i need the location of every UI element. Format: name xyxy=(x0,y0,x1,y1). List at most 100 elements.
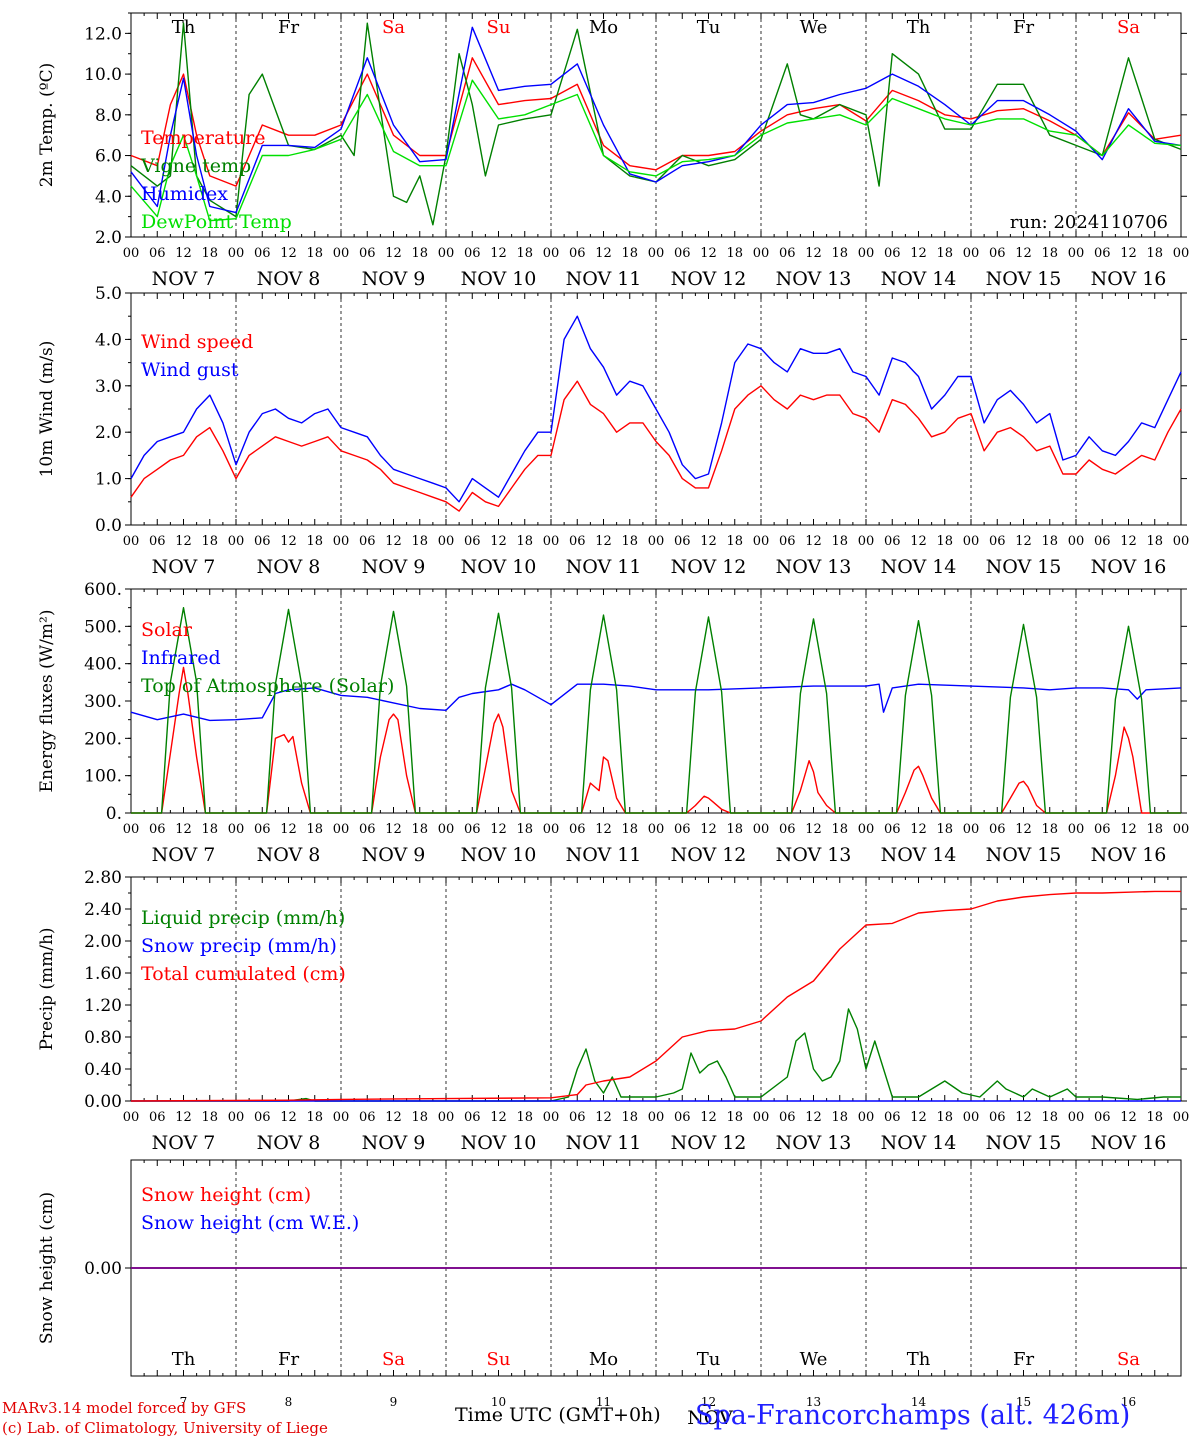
run-label: run: 2024110706 xyxy=(1010,212,1168,233)
day-number-label: 8 xyxy=(285,1395,293,1409)
hour-tick-label: 18 xyxy=(831,246,848,261)
y-axis-label: 2m Temp. (ºC) xyxy=(37,63,57,188)
series-line-2 xyxy=(130,315,1182,503)
hour-tick-label: 12 xyxy=(1015,534,1032,549)
hour-tick-label: 12 xyxy=(175,246,192,261)
hour-tick-label: 18 xyxy=(621,822,638,837)
hour-tick-label: 06 xyxy=(359,822,376,837)
y-tick-label: 200. xyxy=(84,729,122,749)
hour-tick-label: 00 xyxy=(648,822,665,837)
y-tick-label: 10.0 xyxy=(84,65,122,85)
hour-tick-label: 00 xyxy=(753,534,770,549)
hour-tick-label: 06 xyxy=(569,822,586,837)
hour-tick-label: 18 xyxy=(516,246,533,261)
date-label: NOV 10 xyxy=(461,556,537,578)
hour-tick-label: 18 xyxy=(411,822,428,837)
hour-tick-label: 06 xyxy=(674,1110,691,1125)
hour-tick-label: 06 xyxy=(569,1110,586,1125)
series-line-3 xyxy=(130,26,1182,214)
legend-entry: Wind speed xyxy=(141,331,253,353)
hour-tick-label: 06 xyxy=(989,1110,1006,1125)
hour-tick-label: 06 xyxy=(254,246,271,261)
day-abbr-label: We xyxy=(800,17,828,38)
hour-tick-label: 12 xyxy=(490,822,507,837)
day-number-label: 12 xyxy=(701,1395,716,1409)
hour-tick-label: 06 xyxy=(884,1110,901,1125)
day-abbr-label: Sa xyxy=(382,17,405,38)
plot-frame xyxy=(130,12,1182,238)
hour-tick-label: 00 xyxy=(753,1110,770,1125)
hour-tick-label: 06 xyxy=(779,534,796,549)
date-label: NOV 15 xyxy=(986,556,1062,578)
date-label: NOV 11 xyxy=(566,268,642,290)
hour-tick-label: 12 xyxy=(385,1110,402,1125)
series-line-2 xyxy=(130,22,1182,226)
day-abbr-label: Fr xyxy=(1013,1349,1034,1370)
date-label: NOV 14 xyxy=(881,1132,957,1154)
date-label: NOV 7 xyxy=(152,556,216,578)
hour-tick-label: 06 xyxy=(779,1110,796,1125)
hour-tick-label: 18 xyxy=(1041,822,1058,837)
date-label: NOV 16 xyxy=(1091,268,1167,290)
hour-tick-label: 18 xyxy=(201,534,218,549)
hour-tick-label: 18 xyxy=(936,534,953,549)
date-label: NOV 14 xyxy=(881,268,957,290)
day-abbr-label: Fr xyxy=(1013,17,1034,38)
hour-tick-label: 18 xyxy=(831,822,848,837)
hour-tick-label: 00 xyxy=(1173,822,1190,837)
date-label: NOV 12 xyxy=(671,268,747,290)
series-line-4 xyxy=(130,79,1182,222)
hour-tick-label: 12 xyxy=(595,822,612,837)
hour-tick-label: 12 xyxy=(910,1110,927,1125)
hour-tick-label: 18 xyxy=(411,534,428,549)
hour-tick-label: 06 xyxy=(884,246,901,261)
legend-entry: Temperature xyxy=(141,127,265,149)
y-tick-label: 300. xyxy=(84,692,122,712)
day-abbr-label: Th xyxy=(907,17,931,38)
date-label: NOV 14 xyxy=(881,844,957,866)
hour-tick-label: 00 xyxy=(648,246,665,261)
date-label: NOV 9 xyxy=(362,1132,426,1154)
hour-tick-label: 12 xyxy=(1015,246,1032,261)
hour-tick-label: 00 xyxy=(1068,822,1085,837)
day-number-label: 10 xyxy=(491,1395,506,1409)
y-tick-label: 0.40 xyxy=(84,1060,122,1080)
hour-tick-label: 18 xyxy=(936,246,953,261)
hour-tick-label: 06 xyxy=(464,246,481,261)
hour-tick-label: 18 xyxy=(306,1110,323,1125)
series-line-3 xyxy=(130,890,1181,1102)
legend-entry: Solar xyxy=(141,619,193,641)
date-label: NOV 13 xyxy=(776,1132,852,1154)
date-label: NOV 12 xyxy=(671,1132,747,1154)
hour-tick-label: 06 xyxy=(569,246,586,261)
hour-tick-label: 18 xyxy=(516,534,533,549)
hour-tick-label: 06 xyxy=(989,822,1006,837)
day-number-label: 7 xyxy=(180,1395,188,1409)
hour-tick-label: 06 xyxy=(149,534,166,549)
date-label: NOV 16 xyxy=(1091,1132,1167,1154)
hour-tick-label: 12 xyxy=(805,534,822,549)
hour-tick-label: 06 xyxy=(254,534,271,549)
hour-tick-label: 18 xyxy=(201,1110,218,1125)
legend-entry: Snow height (cm W.E.) xyxy=(141,1212,359,1234)
hour-tick-label: 12 xyxy=(910,534,927,549)
hour-tick-label: 18 xyxy=(201,246,218,261)
y-tick-label: 5.0 xyxy=(95,284,122,304)
day-abbr-label: Sa xyxy=(1117,17,1140,38)
day-abbr-label: Sa xyxy=(382,1349,405,1370)
hour-tick-label: 06 xyxy=(989,534,1006,549)
hour-tick-label: 06 xyxy=(464,534,481,549)
hour-tick-label: 00 xyxy=(438,822,455,837)
hour-tick-label: 12 xyxy=(910,246,927,261)
date-label: NOV 10 xyxy=(461,268,537,290)
date-label: NOV 15 xyxy=(986,844,1062,866)
hour-tick-label: 12 xyxy=(700,246,717,261)
hour-tick-label: 00 xyxy=(753,246,770,261)
hour-tick-label: 18 xyxy=(1041,246,1058,261)
hour-tick-label: 18 xyxy=(306,822,323,837)
hour-tick-label: 00 xyxy=(1068,534,1085,549)
day-abbr-label: Fr xyxy=(278,17,299,38)
y-tick-label: 0.00 xyxy=(84,1092,122,1112)
date-label: NOV 16 xyxy=(1091,844,1167,866)
